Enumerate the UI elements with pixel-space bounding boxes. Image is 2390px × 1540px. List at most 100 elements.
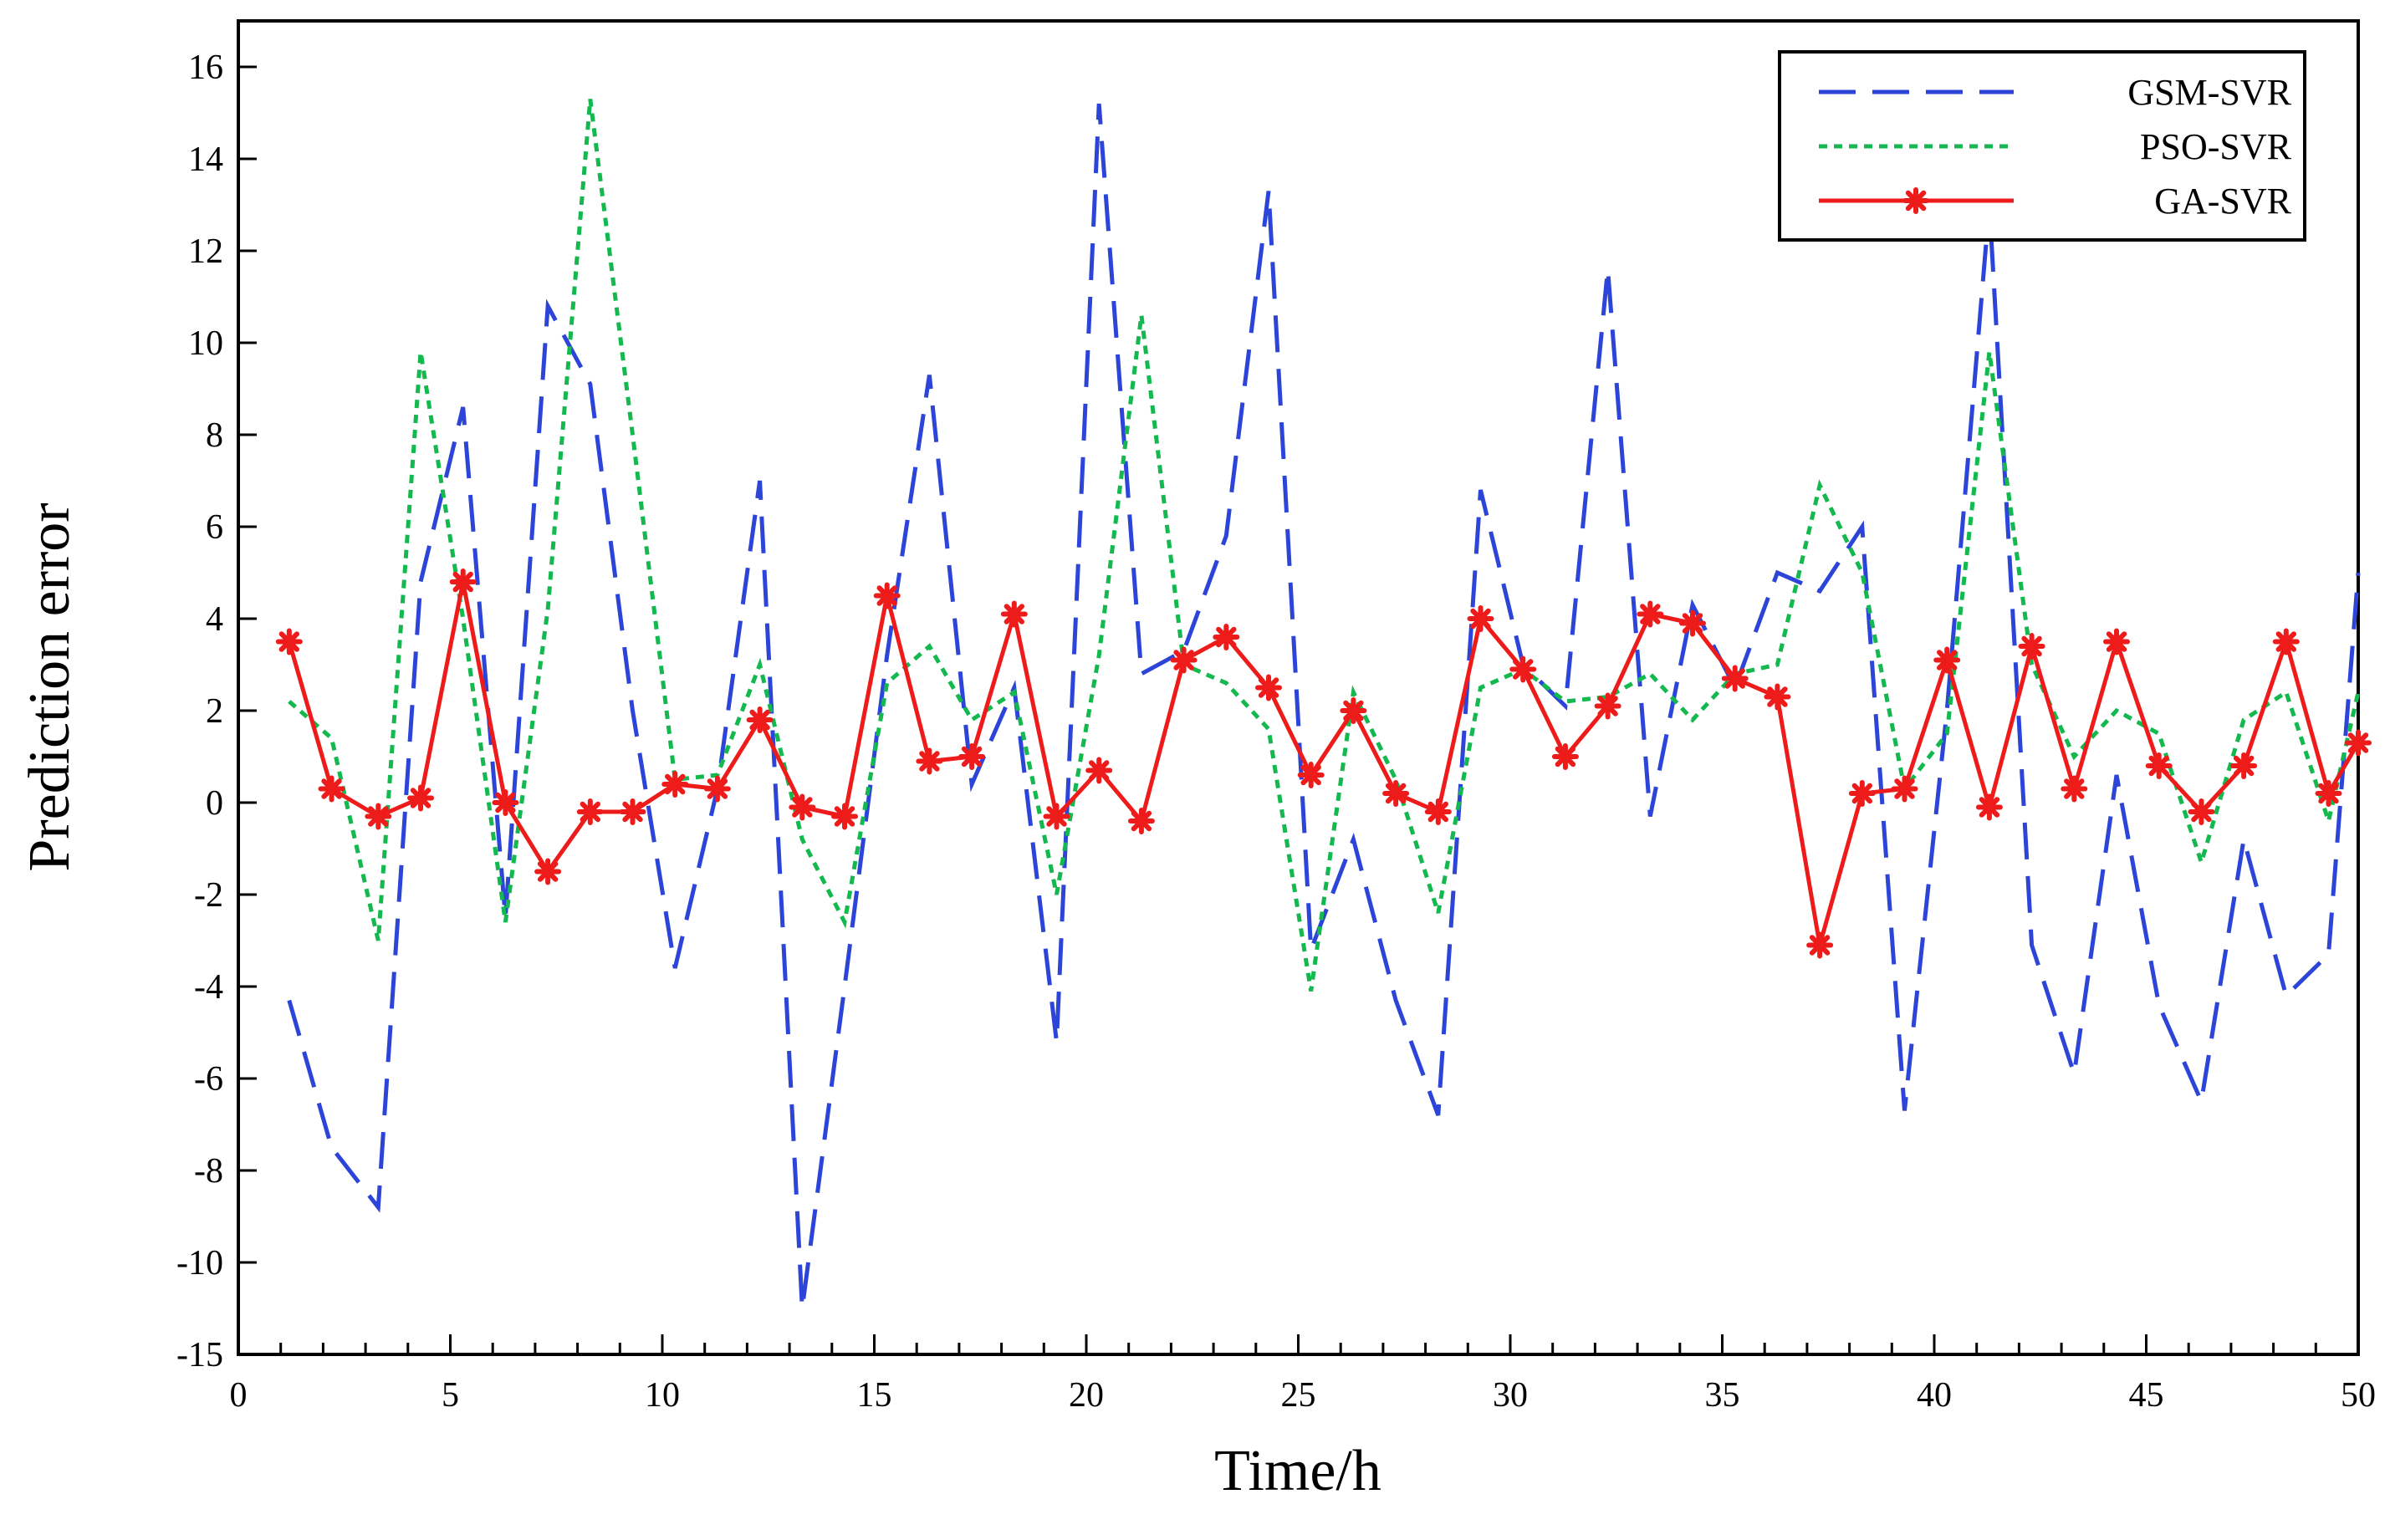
x-tick-label: 35: [1705, 1376, 1740, 1415]
series-marker-ga-svr: [1975, 793, 2003, 821]
star-core: [1814, 939, 1826, 951]
star-core: [2068, 783, 2081, 795]
series-marker-ga-svr: [275, 628, 303, 655]
star-core: [2153, 760, 2165, 772]
star-core: [1008, 608, 1020, 620]
star-core: [1347, 705, 1360, 716]
y-tick-label: -6: [194, 1060, 223, 1099]
legend-label-ga-svr: GA-SVR: [2154, 181, 2291, 222]
series-marker-ga-svr: [534, 858, 562, 885]
x-tick-label: 0: [230, 1376, 248, 1415]
series-marker-ga-svr: [916, 747, 943, 775]
star-core: [325, 783, 338, 795]
star-core: [2025, 640, 2038, 652]
y-tick-label: -4: [194, 968, 223, 1007]
star-core: [753, 714, 766, 726]
star-core: [796, 801, 809, 813]
series-marker-ga-svr: [1085, 757, 1113, 784]
series-marker-ga-svr: [661, 771, 689, 798]
x-axis-title: Time/h: [1214, 1439, 1381, 1503]
series-marker-ga-svr: [2272, 628, 2300, 655]
series-marker-ga-svr: [746, 706, 774, 733]
star-core: [1941, 654, 1953, 666]
star-core: [1135, 815, 1147, 827]
star-core: [1390, 788, 1402, 799]
star-core: [1898, 783, 1911, 795]
series-marker-ga-svr: [2230, 752, 2258, 779]
y-tick-label: 0: [206, 784, 223, 823]
x-axis-ticks: 0 5 10 15 20 25 30 35 40 45 50: [230, 1334, 2376, 1415]
star-core: [2322, 788, 2335, 799]
star-core: [1601, 700, 1614, 712]
y-tick-label: 8: [206, 416, 223, 455]
series-marker-ga-svr: [831, 803, 859, 830]
series-marker-ga-svr: [1764, 683, 1791, 711]
y-tick-label: 10: [188, 324, 223, 363]
series-marker-ga-svr: [2061, 775, 2088, 803]
y-axis-title: Prediction error: [18, 502, 82, 871]
series-marker-ga-svr: [2345, 729, 2372, 757]
series-marker-ga-svr: [1424, 798, 1452, 825]
star-core: [2238, 760, 2250, 772]
star-core: [457, 576, 469, 588]
plot-area: -15 -10 -8 -6 -4 -2 0 2 4 6 8 10 12 14 16 0 5 10 15 20 25 30…: [176, 19, 2376, 1415]
x-tick-label: 15: [857, 1376, 892, 1415]
legend-marker-ga-svr: [1902, 187, 1929, 214]
y-tick-label: 14: [188, 140, 223, 179]
star-core: [669, 778, 682, 790]
legend-label-pso-svr: PSO-SVR: [2140, 126, 2292, 167]
star-core: [2352, 737, 2364, 749]
y-tick-label: 4: [206, 600, 223, 639]
series-marker-ga-svr: [1551, 743, 1579, 770]
series-marker-ga-svr: [1340, 697, 1367, 724]
series-marker-ga-svr: [1721, 665, 1749, 692]
x-tick-label: 40: [1917, 1376, 1952, 1415]
y-tick-label: -10: [176, 1244, 223, 1282]
legend-label-gsm-svr: GSM-SVR: [2127, 72, 2291, 113]
x-tick-label: 50: [2341, 1376, 2376, 1415]
x-tick-label: 45: [2129, 1376, 2164, 1415]
y-tick-label: -2: [194, 876, 223, 915]
star-core: [1220, 631, 1233, 643]
x-tick-label: 25: [1281, 1376, 1316, 1415]
star-core: [711, 783, 723, 795]
series-marker-ga-svr: [1806, 931, 1834, 959]
series-line-ga-svr: [287, 581, 2361, 946]
series-marker-ga-svr: [1382, 780, 1410, 807]
legend-items: GSM-SVR PSO-SVR GA-SVR: [1819, 72, 2292, 222]
star-core: [881, 589, 893, 602]
series-marker-ga-svr: [1509, 655, 1537, 683]
star-core: [1305, 769, 1317, 781]
series-marker-ga-svr: [2018, 633, 2045, 660]
y-tick-label: 12: [188, 232, 223, 271]
star-core: [1050, 810, 1063, 823]
series-marker-ga-svr: [2145, 752, 2173, 779]
series-marker-ga-svr: [1594, 692, 1621, 720]
star-core: [1983, 801, 1995, 813]
star-core: [1559, 751, 1571, 762]
series-marker-ga-svr: [789, 793, 816, 821]
y-tick-label: 2: [206, 692, 223, 731]
series-marker-ga-svr: [1637, 600, 1664, 628]
series-marker-ga-svr: [873, 582, 901, 609]
series-marker-ga-svr: [1848, 780, 1876, 807]
series-marker-ga-svr: [1043, 803, 1070, 830]
star-core: [1910, 195, 1922, 207]
x-tick-label: 30: [1493, 1376, 1528, 1415]
star-core: [1644, 608, 1657, 620]
legend: GSM-SVR PSO-SVR GA-SVR: [1778, 50, 2306, 242]
star-core: [499, 797, 512, 808]
star-core: [1517, 663, 1529, 676]
series-marker-ga-svr: [318, 775, 345, 803]
star-core: [584, 806, 596, 818]
star-core: [1729, 672, 1741, 685]
star-core: [415, 792, 427, 804]
x-tick-label: 10: [645, 1376, 680, 1415]
series-marker-ga-svr: [449, 569, 477, 595]
star-core: [839, 810, 851, 823]
series-marker-ga-svr: [1467, 605, 1494, 632]
series-marker-ga-svr: [1891, 775, 1918, 803]
series-marker-ga-svr: [619, 798, 646, 825]
series-marker-ga-svr: [1127, 808, 1155, 834]
series-marker-ga-svr: [2188, 798, 2215, 825]
